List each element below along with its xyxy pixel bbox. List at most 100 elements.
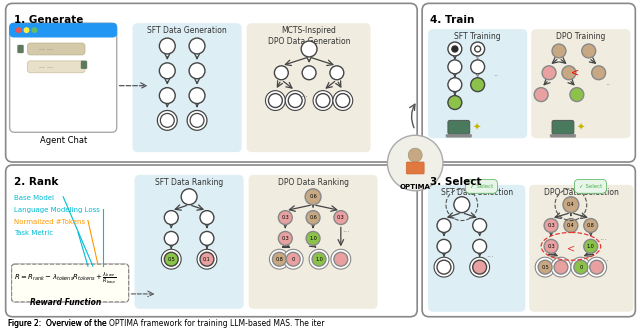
Circle shape [302, 66, 316, 80]
FancyBboxPatch shape [550, 134, 576, 137]
Circle shape [437, 218, 451, 232]
Text: ✦: ✦ [577, 123, 585, 132]
FancyBboxPatch shape [248, 175, 378, 309]
Text: ...: ... [342, 225, 349, 234]
Circle shape [448, 78, 462, 92]
Text: 3. Select: 3. Select [430, 177, 481, 187]
Circle shape [190, 114, 204, 127]
Text: 0.8: 0.8 [587, 223, 595, 228]
Text: ..: .. [605, 78, 611, 87]
Circle shape [181, 189, 197, 205]
Circle shape [306, 210, 320, 224]
Text: ✦: ✦ [473, 123, 481, 132]
Circle shape [562, 66, 576, 80]
Circle shape [159, 63, 175, 79]
FancyBboxPatch shape [81, 61, 87, 69]
Text: SFT Training: SFT Training [454, 32, 501, 41]
Circle shape [333, 91, 353, 111]
Circle shape [286, 252, 300, 266]
Circle shape [437, 260, 451, 274]
Circle shape [473, 239, 486, 253]
FancyBboxPatch shape [428, 29, 527, 138]
Circle shape [534, 88, 548, 102]
Circle shape [316, 94, 330, 108]
Circle shape [312, 252, 326, 266]
FancyBboxPatch shape [422, 165, 636, 317]
Circle shape [336, 94, 349, 108]
Circle shape [544, 239, 558, 253]
Circle shape [268, 94, 282, 108]
Circle shape [157, 111, 177, 130]
Circle shape [552, 44, 566, 58]
FancyBboxPatch shape [246, 23, 371, 152]
Circle shape [288, 94, 302, 108]
Circle shape [331, 249, 351, 269]
Circle shape [309, 249, 329, 269]
Circle shape [570, 88, 584, 102]
Text: Agent Chat: Agent Chat [40, 136, 87, 145]
Text: 0.4: 0.4 [567, 202, 575, 207]
Circle shape [200, 210, 214, 224]
Text: Normalized #Tokens: Normalized #Tokens [13, 218, 84, 224]
Text: 0: 0 [579, 265, 582, 270]
Circle shape [571, 257, 591, 277]
Circle shape [471, 60, 484, 74]
Circle shape [189, 38, 205, 54]
Text: ...: ... [345, 90, 353, 99]
Circle shape [31, 27, 37, 33]
Text: 0.6: 0.6 [309, 194, 317, 199]
Text: 0.3: 0.3 [282, 215, 289, 220]
Circle shape [334, 210, 348, 224]
Circle shape [24, 27, 29, 33]
Circle shape [475, 46, 481, 52]
Circle shape [387, 135, 443, 191]
FancyBboxPatch shape [6, 3, 417, 162]
Circle shape [535, 257, 555, 277]
Text: $R = R_{rank} - \lambda_{tokens}R_{tokens} + \frac{\lambda_{base}}{R_{base}}$: $R = R_{rank} - \lambda_{tokens}R_{token… [14, 270, 116, 286]
FancyBboxPatch shape [552, 121, 574, 134]
Circle shape [473, 218, 486, 232]
Circle shape [305, 189, 321, 205]
Circle shape [448, 42, 462, 56]
Circle shape [437, 239, 451, 253]
FancyBboxPatch shape [28, 43, 85, 55]
Text: Task Metric: Task Metric [13, 230, 52, 236]
Circle shape [273, 252, 286, 266]
Circle shape [285, 91, 305, 111]
Circle shape [278, 210, 292, 224]
Circle shape [574, 260, 588, 274]
Circle shape [584, 218, 598, 232]
Circle shape [187, 111, 207, 130]
Text: DPO Data Selection: DPO Data Selection [545, 188, 620, 197]
Text: ...: ... [600, 254, 609, 263]
Circle shape [542, 66, 556, 80]
Text: <: < [567, 243, 575, 253]
Circle shape [582, 44, 596, 58]
FancyBboxPatch shape [428, 185, 525, 312]
FancyBboxPatch shape [12, 264, 129, 302]
Text: Figure 2:  Overview of the OPTIMA framework for training LLM-based MAS. The iter: Figure 2: Overview of the OPTIMA framewo… [8, 319, 324, 328]
Circle shape [471, 78, 484, 92]
Circle shape [448, 96, 462, 110]
FancyBboxPatch shape [132, 23, 242, 152]
FancyBboxPatch shape [531, 29, 630, 138]
Text: OPTIMA: OPTIMA [400, 184, 431, 190]
Text: 0.5: 0.5 [168, 257, 175, 262]
Text: 1.0: 1.0 [587, 244, 595, 249]
Circle shape [284, 249, 303, 269]
Circle shape [197, 249, 217, 269]
Circle shape [306, 231, 320, 245]
FancyBboxPatch shape [6, 165, 417, 317]
FancyBboxPatch shape [446, 134, 472, 137]
Circle shape [434, 257, 454, 277]
Text: DPO Training: DPO Training [556, 32, 605, 41]
Circle shape [470, 257, 490, 277]
Text: 2. Rank: 2. Rank [13, 177, 58, 187]
Circle shape [452, 46, 458, 52]
Text: Language Modeling Loss: Language Modeling Loss [13, 207, 99, 213]
Circle shape [448, 60, 462, 74]
FancyBboxPatch shape [134, 175, 244, 309]
Circle shape [563, 197, 579, 212]
Text: 1. Generate: 1. Generate [13, 15, 83, 25]
Circle shape [159, 88, 175, 104]
